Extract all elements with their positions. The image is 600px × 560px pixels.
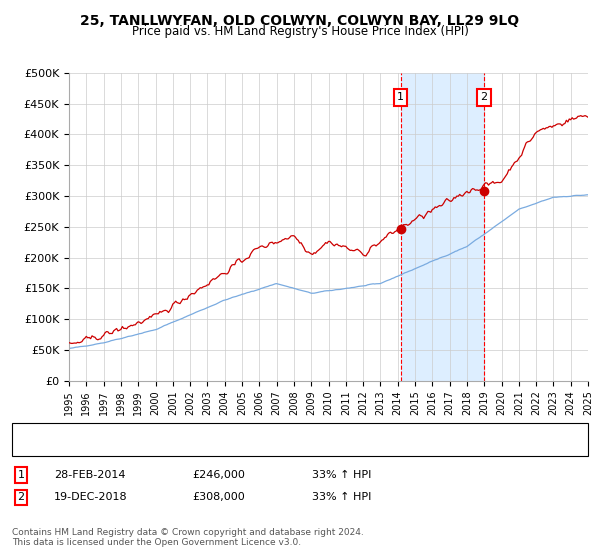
Text: ———: ——— — [24, 423, 61, 436]
Text: 19-DEC-2018: 19-DEC-2018 — [54, 492, 128, 502]
Text: HPI: Average price, detached house, Conwy: HPI: Average price, detached house, Conw… — [60, 445, 288, 455]
Text: Price paid vs. HM Land Registry's House Price Index (HPI): Price paid vs. HM Land Registry's House … — [131, 25, 469, 38]
Text: 2: 2 — [17, 492, 25, 502]
Text: 33% ↑ HPI: 33% ↑ HPI — [312, 470, 371, 480]
Text: 25, TANLLWYFAN, OLD COLWYN, COLWYN BAY, LL29 9LQ (detached house): 25, TANLLWYFAN, OLD COLWYN, COLWYN BAY, … — [60, 424, 448, 435]
Text: 2: 2 — [480, 92, 487, 102]
Text: ———: ——— — [24, 444, 61, 457]
Text: 1: 1 — [397, 92, 404, 102]
Text: £246,000: £246,000 — [192, 470, 245, 480]
Text: 33% ↑ HPI: 33% ↑ HPI — [312, 492, 371, 502]
Text: 1: 1 — [17, 470, 25, 480]
Text: 28-FEB-2014: 28-FEB-2014 — [54, 470, 125, 480]
Text: 25, TANLLWYFAN, OLD COLWYN, COLWYN BAY, LL29 9LQ: 25, TANLLWYFAN, OLD COLWYN, COLWYN BAY, … — [80, 14, 520, 28]
Text: £308,000: £308,000 — [192, 492, 245, 502]
Text: Contains HM Land Registry data © Crown copyright and database right 2024.
This d: Contains HM Land Registry data © Crown c… — [12, 528, 364, 547]
Bar — [401, 73, 484, 381]
